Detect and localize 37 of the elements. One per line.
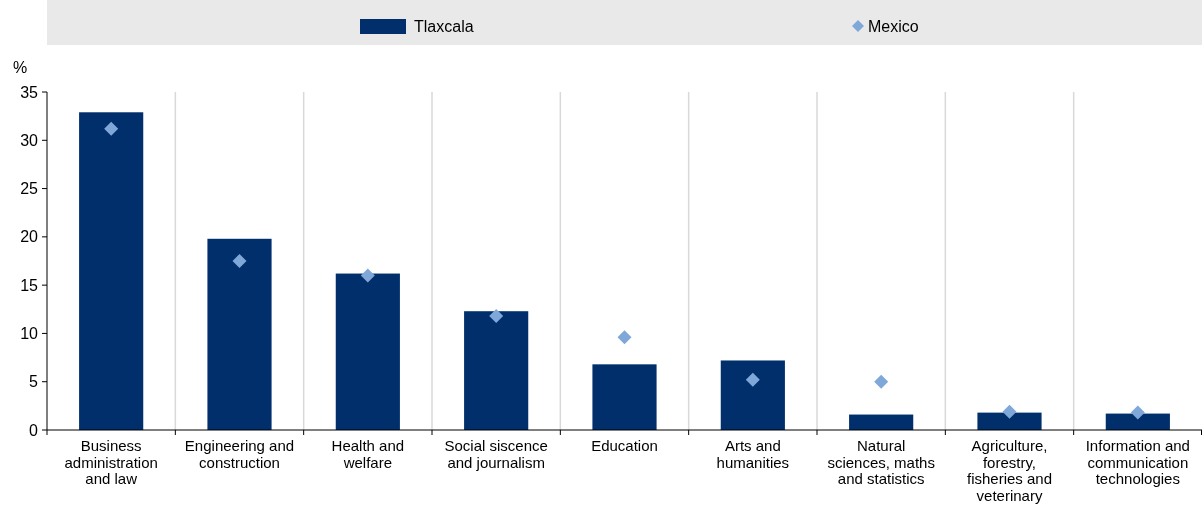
point [1002,404,1017,419]
point [617,330,632,345]
point [874,374,889,389]
x-tick-label: Agriculture, forestry, fisheries and veterinary [966,437,1053,504]
point [360,268,375,283]
x-tick-label: Business administration and law [64,437,158,487]
x-tick-label: Information and communication technologies [1085,437,1190,487]
y-tick-label: 35 [20,83,39,101]
x-tick-label: Education [591,437,658,454]
point [745,372,760,387]
x-tick-label: Arts and humanities [716,437,790,471]
legend-label: Tlaxcala [414,18,474,35]
x-tick-label: Health and welfare [331,437,405,471]
y-tick-label: 0 [29,421,39,439]
bar [207,238,272,430]
point [1130,405,1145,420]
bar [849,414,914,430]
point [104,121,119,136]
y-tick-label: 25 [20,180,39,198]
y-tick-label: 15 [20,276,39,294]
legend-label: Mexico [868,18,919,35]
bar [335,273,400,430]
point [489,309,504,324]
bar [720,360,785,430]
bar [79,112,144,430]
y-tick-label: 5 [29,373,39,391]
y-tick-label: 20 [20,228,39,246]
y-axis-title: % [12,59,28,76]
x-tick-label: Social siscence and journalism [444,437,548,471]
y-tick-label: 10 [20,325,39,343]
x-tick-label: Natural sciences, maths and statistics [827,437,935,487]
bar [977,412,1042,430]
bar [464,311,529,430]
bar [592,364,657,430]
x-tick-label: Engineering and construction [184,437,295,471]
point [232,254,247,268]
y-tick-label: 30 [20,131,39,149]
